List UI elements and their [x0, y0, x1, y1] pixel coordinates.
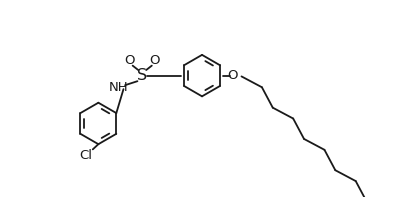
Text: O: O — [124, 54, 135, 67]
Text: O: O — [227, 69, 238, 82]
Text: Cl: Cl — [79, 149, 92, 162]
Text: O: O — [150, 54, 160, 67]
Text: NH: NH — [109, 81, 128, 94]
Text: S: S — [137, 68, 147, 83]
